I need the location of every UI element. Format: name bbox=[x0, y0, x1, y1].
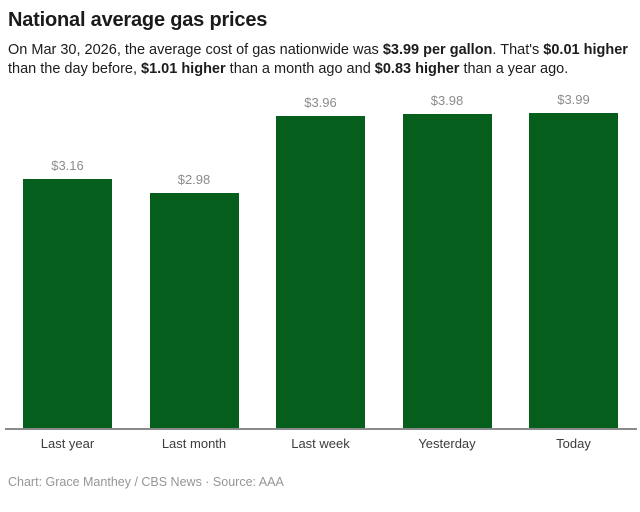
bar bbox=[276, 116, 365, 429]
description-segment: than a year ago. bbox=[459, 61, 569, 77]
x-axis-labels: Last year Last month Last week Yesterday Tod… bbox=[8, 436, 632, 451]
bar-column: $3.96 bbox=[276, 95, 365, 429]
x-axis-category-label: Yesterday bbox=[418, 436, 476, 451]
x-axis-category-label: Last month bbox=[161, 436, 227, 451]
bar-value-label: $3.96 bbox=[304, 95, 337, 110]
description-segment: On Mar 30, 2026, the average cost of gas… bbox=[8, 42, 383, 58]
chart-description: On Mar 30, 2026, the average cost of gas… bbox=[8, 41, 632, 79]
bar-value-label: $3.98 bbox=[430, 93, 464, 108]
bar bbox=[149, 193, 239, 429]
x-axis-category-label: Last week bbox=[291, 436, 350, 451]
description-segment: $0.83 higher bbox=[374, 61, 460, 77]
chart-footer: Chart: Grace Manthey / CBS News · Source… bbox=[8, 475, 284, 489]
chart-title: National average gas prices bbox=[8, 9, 268, 31]
bar-column: $3.98 bbox=[402, 93, 492, 429]
bar bbox=[402, 114, 492, 429]
chart-plot-area: $3.16 $2.98 $3.96 $3.98 $3.99 bbox=[5, 85, 637, 430]
bar-value-label: $3.99 bbox=[557, 92, 590, 107]
description-segment: than the day before, bbox=[8, 61, 142, 77]
bar-column: $2.98 bbox=[149, 172, 239, 429]
x-axis-line bbox=[5, 428, 637, 430]
description-segment: $1.01 higher bbox=[141, 61, 226, 77]
bar-column: $3.99 bbox=[529, 92, 618, 429]
x-axis-category-label: Today bbox=[556, 436, 591, 451]
bar-column: $3.16 bbox=[23, 158, 112, 429]
bar bbox=[529, 113, 618, 429]
description-segment: $3.99 per gallon bbox=[382, 42, 493, 58]
description-segment: . That's bbox=[492, 42, 544, 58]
bar-value-label: $2.98 bbox=[177, 172, 211, 187]
bar-chart: $3.16 $2.98 $3.96 $3.98 $3.99 Last year Last … bbox=[5, 85, 637, 451]
description-segment: than a month ago and bbox=[225, 61, 375, 77]
x-axis-category-label: Last year bbox=[40, 436, 95, 451]
bar-value-label: $3.16 bbox=[51, 158, 84, 173]
description-segment: $0.01 higher bbox=[543, 42, 628, 58]
bar bbox=[23, 179, 112, 429]
